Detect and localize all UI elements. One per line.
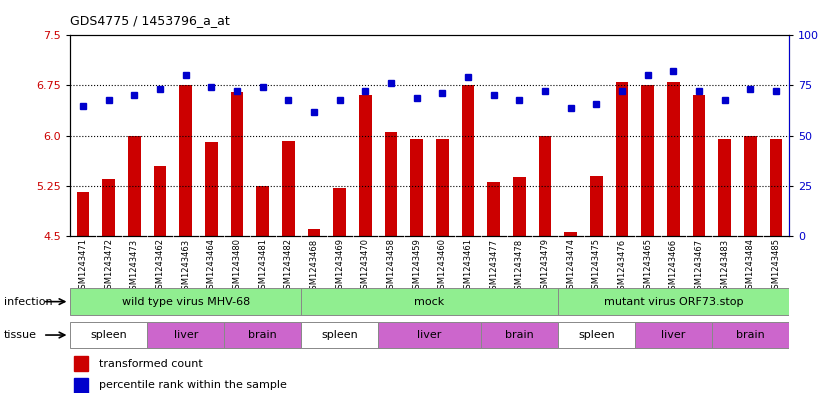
Bar (102, 179, 115, 236)
Text: brain: brain (736, 330, 765, 340)
Bar (692, 95, 705, 236)
Bar (256, 186, 269, 236)
Text: GSM1243464: GSM1243464 (206, 239, 216, 294)
Bar (558, 288, 789, 315)
Text: GSM1243467: GSM1243467 (695, 239, 704, 295)
Text: brain: brain (249, 330, 277, 340)
Bar (487, 182, 500, 236)
Text: GSM1243465: GSM1243465 (643, 239, 653, 294)
Bar (70, 322, 147, 348)
Text: GSM1243483: GSM1243483 (720, 239, 729, 295)
Text: wild type virus MHV-68: wild type virus MHV-68 (121, 297, 249, 307)
Text: GSM1243475: GSM1243475 (592, 239, 601, 294)
Bar (74, 378, 88, 393)
Bar (667, 82, 680, 236)
Text: GSM1243484: GSM1243484 (746, 239, 755, 294)
Text: brain: brain (505, 330, 534, 340)
Text: GSM1243460: GSM1243460 (438, 239, 447, 294)
Text: liver: liver (661, 330, 686, 340)
Text: GSM1243462: GSM1243462 (155, 239, 164, 294)
Text: GSM1243468: GSM1243468 (310, 239, 319, 295)
Text: spleen: spleen (578, 330, 615, 340)
Bar (564, 233, 577, 236)
Text: GSM1243476: GSM1243476 (618, 239, 626, 295)
Text: transformed count: transformed count (99, 359, 202, 369)
Bar (513, 177, 526, 236)
Bar (128, 136, 140, 236)
Bar (744, 136, 757, 236)
Text: infection: infection (4, 297, 53, 307)
Text: GSM1243474: GSM1243474 (566, 239, 575, 294)
Text: GSM1243459: GSM1243459 (412, 239, 421, 294)
Bar (615, 82, 629, 236)
Text: GSM1243471: GSM1243471 (78, 239, 88, 294)
Bar (179, 86, 192, 236)
Bar (712, 322, 789, 348)
Text: GSM1243463: GSM1243463 (181, 239, 190, 295)
Bar (301, 322, 378, 348)
Text: GSM1243466: GSM1243466 (669, 239, 678, 295)
Text: GSM1243481: GSM1243481 (259, 239, 267, 294)
Bar (70, 288, 301, 315)
Text: GSM1243482: GSM1243482 (284, 239, 293, 294)
Text: spleen: spleen (321, 330, 358, 340)
Bar (411, 139, 423, 236)
Text: GSM1243479: GSM1243479 (540, 239, 549, 294)
Text: GSM1243473: GSM1243473 (130, 239, 139, 295)
Bar (462, 86, 474, 236)
Bar (539, 136, 552, 236)
Bar (641, 86, 654, 236)
Bar (333, 188, 346, 236)
Text: GSM1243480: GSM1243480 (233, 239, 241, 294)
Bar (77, 192, 89, 236)
Bar (205, 142, 218, 236)
Text: tissue: tissue (4, 330, 37, 340)
Bar (719, 139, 731, 236)
Text: GSM1243458: GSM1243458 (387, 239, 396, 294)
Text: GSM1243461: GSM1243461 (463, 239, 472, 294)
Bar (635, 322, 712, 348)
Bar (770, 139, 782, 236)
Text: GSM1243469: GSM1243469 (335, 239, 344, 294)
Text: GSM1243477: GSM1243477 (489, 239, 498, 295)
Bar (230, 92, 244, 236)
Text: GSM1243478: GSM1243478 (515, 239, 524, 295)
Bar (307, 229, 320, 236)
Text: GDS4775 / 1453796_a_at: GDS4775 / 1453796_a_at (70, 15, 230, 28)
Bar (301, 288, 558, 315)
Text: spleen: spleen (90, 330, 127, 340)
Text: GSM1243472: GSM1243472 (104, 239, 113, 294)
Bar (590, 176, 603, 236)
Bar (558, 322, 635, 348)
Bar (282, 141, 295, 236)
Text: GSM1243470: GSM1243470 (361, 239, 370, 294)
Bar (224, 322, 301, 348)
Bar (147, 322, 224, 348)
Text: mutant virus ORF73.stop: mutant virus ORF73.stop (604, 297, 743, 307)
Bar (74, 356, 88, 371)
Text: percentile rank within the sample: percentile rank within the sample (99, 380, 287, 391)
Bar (359, 95, 372, 236)
Bar (378, 322, 481, 348)
Text: mock: mock (415, 297, 444, 307)
Text: GSM1243485: GSM1243485 (771, 239, 781, 294)
Bar (436, 139, 449, 236)
Text: liver: liver (417, 330, 442, 340)
Bar (154, 166, 167, 236)
Bar (481, 322, 558, 348)
Text: liver: liver (173, 330, 198, 340)
Bar (385, 132, 397, 236)
